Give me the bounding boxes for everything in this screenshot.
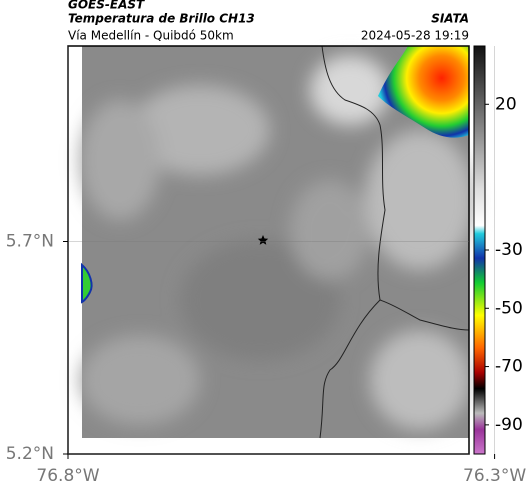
cold-cloud-edge: [81, 262, 93, 304]
colorbar: [473, 45, 486, 455]
timestamp: 2024-05-28 19:19: [361, 29, 469, 43]
route: Vía Medellín - Quibdó 50km: [68, 29, 234, 43]
colorbar-tick-label: -70: [495, 357, 523, 377]
colorbar-tick-label: -90: [495, 415, 523, 435]
borders: [319, 45, 470, 439]
header: GOES-EAST Temperatura de Brillo CH13 SIA…: [68, 0, 469, 43]
colorbar-tick-label: 20: [495, 94, 517, 114]
satellite: GOES-EAST: [68, 0, 145, 12]
y-tick-label: 5.2°N: [6, 444, 54, 464]
x-tick-label: 76.3°W: [463, 466, 526, 486]
location-marker: [257, 235, 269, 245]
product: Temperatura de Brillo CH13: [68, 12, 255, 26]
x-tick-label: 76.8°W: [36, 466, 99, 486]
cold-cloud-top: [378, 46, 469, 138]
clouds: [80, 55, 475, 430]
source: SIATA: [431, 12, 469, 26]
satellite-image: [80, 45, 475, 439]
colorbar-tick-label: -50: [495, 298, 523, 318]
y-tick-label: 5.7°N: [6, 232, 54, 252]
colorbar-tick-label: -30: [495, 240, 523, 260]
